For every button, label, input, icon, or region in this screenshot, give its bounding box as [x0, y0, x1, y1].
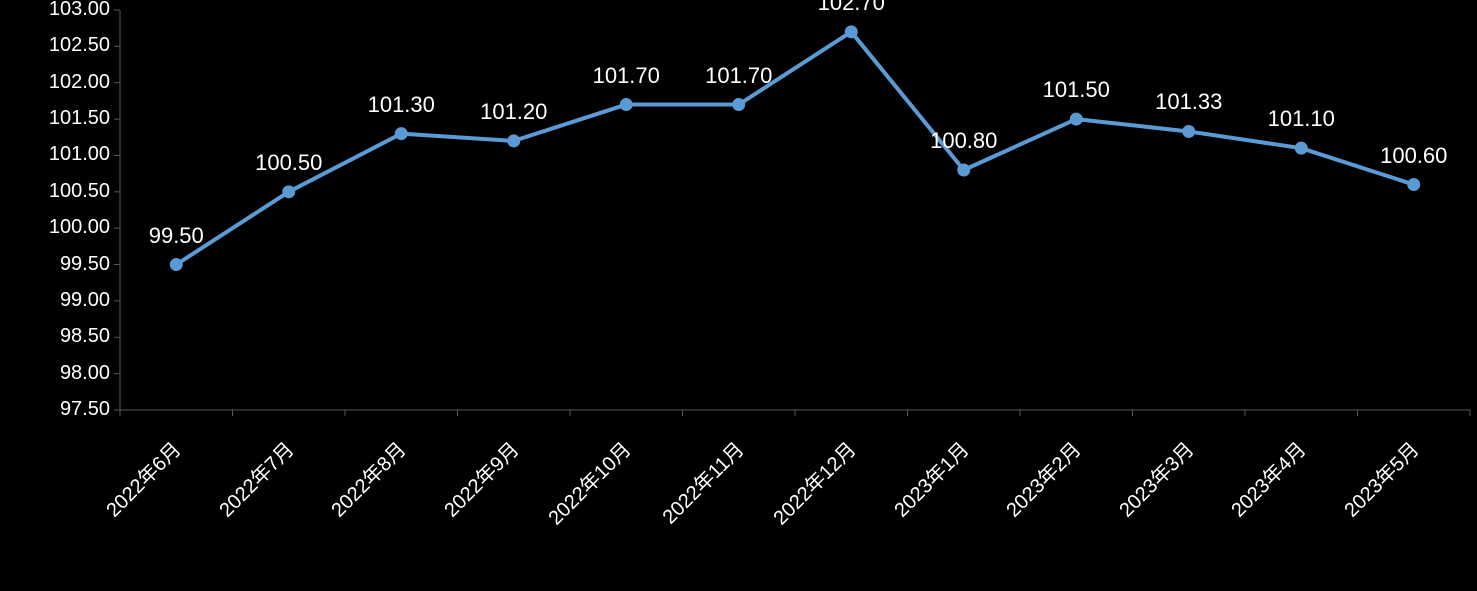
data-label: 101.10	[1268, 106, 1335, 132]
data-marker	[845, 26, 857, 38]
y-tick-label: 102.50	[49, 34, 110, 57]
series-line	[176, 32, 1414, 265]
data-label: 101.30	[368, 92, 435, 118]
y-tick-label: 101.50	[49, 107, 110, 130]
data-label: 101.70	[593, 63, 660, 89]
y-tick-label: 102.00	[49, 71, 110, 94]
data-marker	[1295, 142, 1307, 154]
data-marker	[395, 128, 407, 140]
data-label: 100.50	[255, 150, 322, 176]
data-label: 101.50	[1043, 77, 1110, 103]
y-tick-label: 98.50	[60, 325, 110, 348]
y-tick-label: 100.00	[49, 216, 110, 239]
y-tick-label: 103.00	[49, 0, 110, 21]
data-marker	[508, 135, 520, 147]
data-label: 101.33	[1155, 89, 1222, 115]
y-tick-label: 97.50	[60, 398, 110, 421]
data-marker	[620, 99, 632, 111]
y-tick-label: 99.00	[60, 289, 110, 312]
data-marker	[170, 259, 182, 271]
y-tick-label: 98.00	[60, 362, 110, 385]
data-label: 101.20	[480, 99, 547, 125]
data-label: 100.80	[930, 128, 997, 154]
y-tick-label: 100.50	[49, 180, 110, 203]
data-marker	[958, 164, 970, 176]
y-tick-label: 99.50	[60, 253, 110, 276]
data-marker	[1183, 125, 1195, 137]
data-marker	[1408, 179, 1420, 191]
data-label: 101.70	[705, 63, 772, 89]
data-label: 102.70	[818, 0, 885, 16]
data-label: 99.50	[149, 223, 204, 249]
data-label: 100.60	[1380, 143, 1447, 169]
data-marker	[1070, 113, 1082, 125]
data-marker	[733, 99, 745, 111]
data-marker	[283, 186, 295, 198]
line-chart: 103.00 102.50 102.00 101.50 101.00 100.50 100.…	[0, 0, 1477, 591]
y-tick-label: 101.00	[49, 143, 110, 166]
